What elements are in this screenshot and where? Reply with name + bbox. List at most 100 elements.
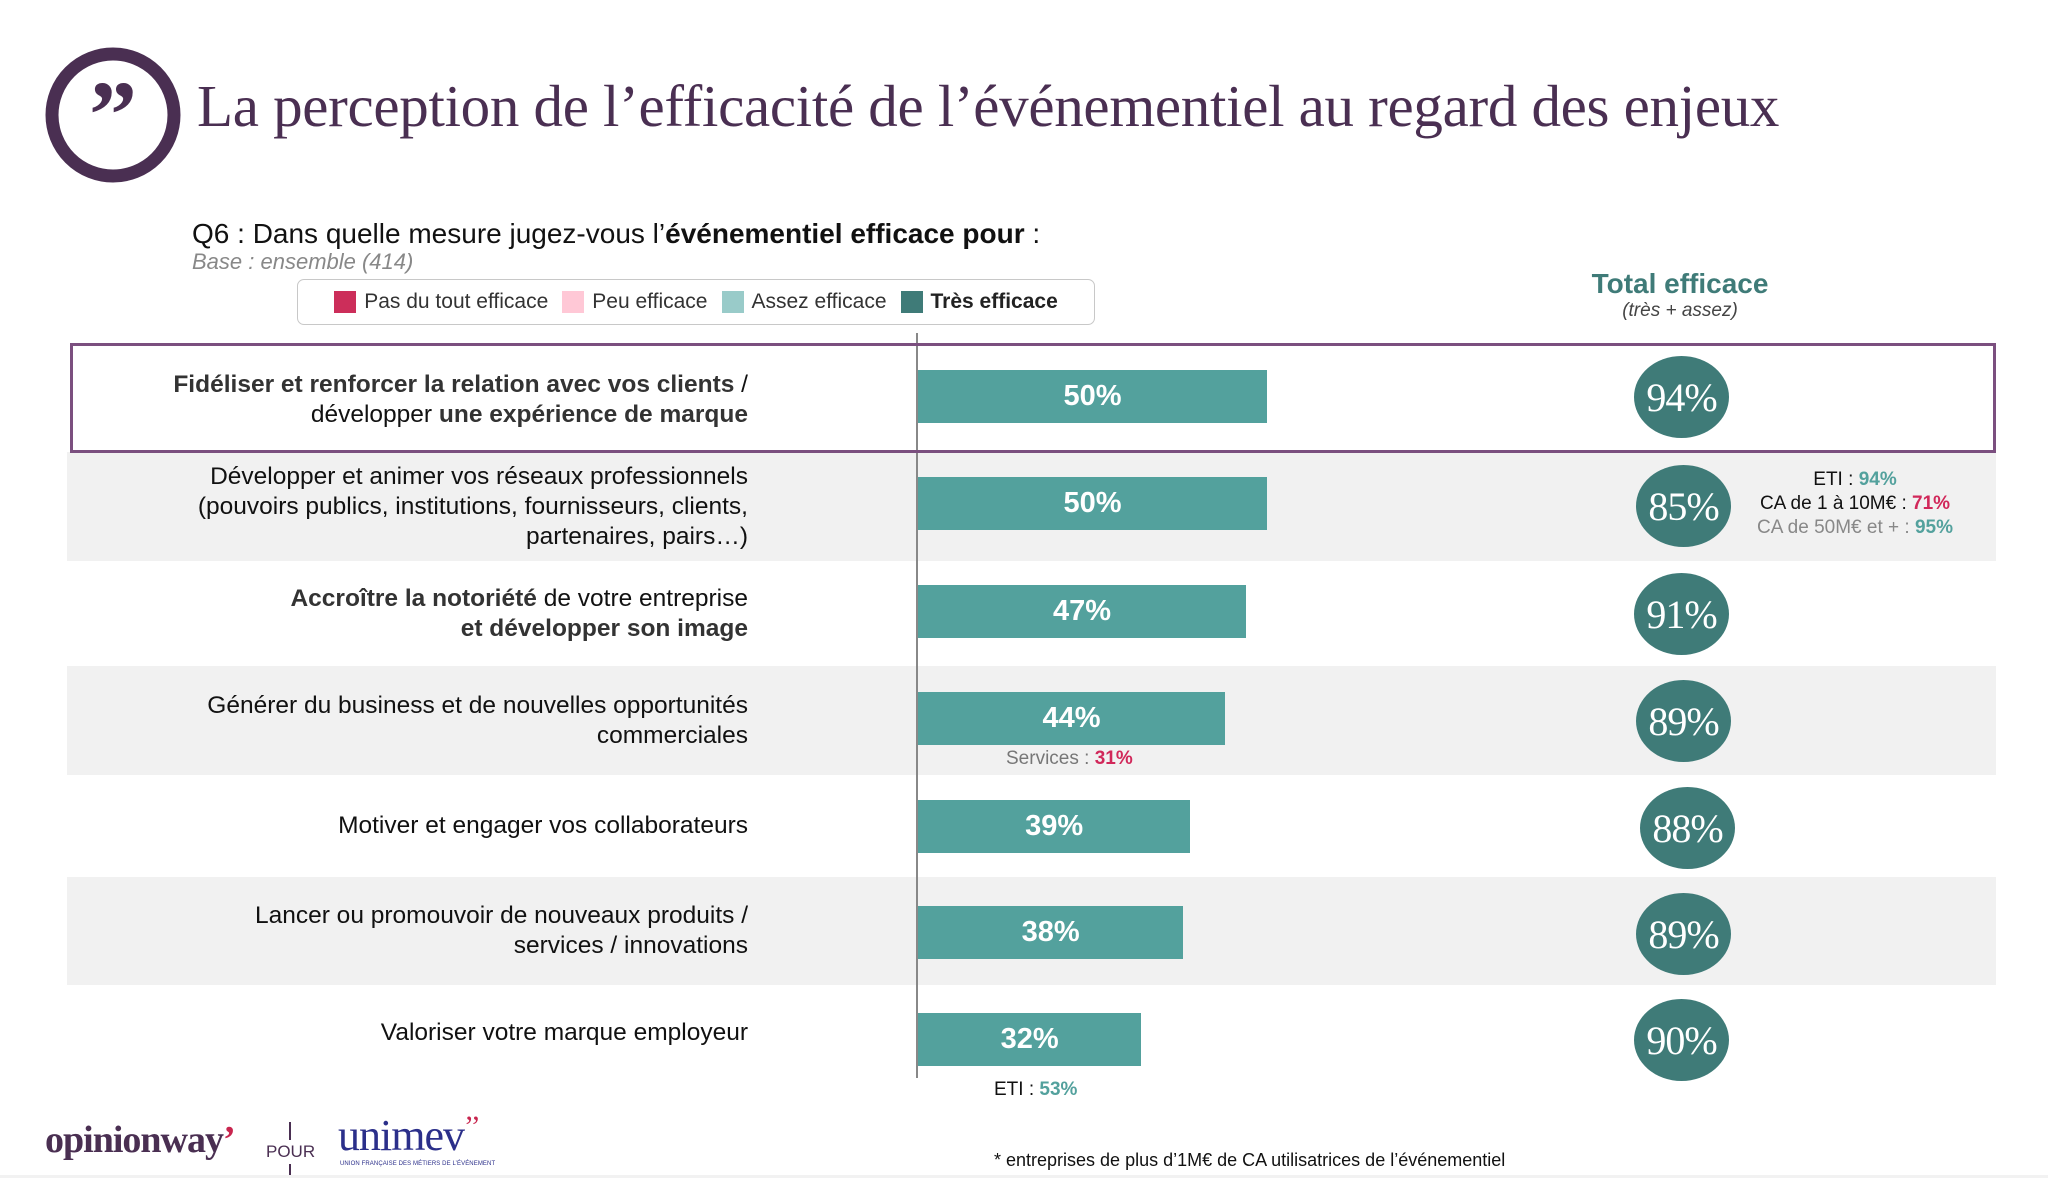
note-label: CA de 1 à 10M€ : bbox=[1759, 493, 1913, 514]
opinionway-logo: opinionway’ bbox=[45, 1118, 236, 1162]
total-efficace-circle: 88% bbox=[1640, 787, 1735, 869]
legend-label: Assez efficace bbox=[751, 290, 887, 313]
category-label-line: Fidéliser et renforcer la relation avec … bbox=[173, 370, 748, 400]
category-label-line: Lancer ou promouvoir de nouveaux produit… bbox=[255, 901, 748, 931]
bar-value-label: 32% bbox=[1000, 1023, 1059, 1055]
total-efficace-circle: 90% bbox=[1634, 999, 1729, 1081]
bar-value-label: 50% bbox=[1063, 487, 1122, 519]
label-segment: (pouvoirs publics, institutions, fournis… bbox=[197, 492, 748, 520]
category-label: Fidéliser et renforcer la relation avec … bbox=[173, 370, 748, 430]
label-segment: / bbox=[734, 370, 748, 398]
note-value: 95% bbox=[1914, 517, 1953, 538]
bar-value-label: 44% bbox=[1042, 702, 1101, 734]
question-suffix: : bbox=[1024, 218, 1041, 249]
total-header: Total efficace (très + assez) bbox=[1560, 268, 1800, 322]
bar-value-label: 50% bbox=[1063, 380, 1122, 412]
footnote: * entreprises de plus d’1M€ de CA utilis… bbox=[994, 1150, 1506, 1170]
legend-swatch bbox=[562, 291, 585, 313]
label-segment: de votre entreprise bbox=[536, 584, 748, 612]
label-segment: Développer et animer vos réseaux profess… bbox=[210, 462, 748, 490]
bar-tres-efficace: 50% bbox=[918, 370, 1267, 423]
total-value-label: 91% bbox=[1646, 591, 1717, 637]
label-bold-segment: Fidéliser et renforcer la relation avec … bbox=[173, 370, 735, 398]
base-note: Base : ensemble (414) bbox=[192, 249, 414, 274]
note-value: 31% bbox=[1094, 748, 1133, 769]
row2-subgroup-notes: ETI : 94% CA de 1 à 10M€ : 71% CA de 50M… bbox=[1735, 468, 1975, 540]
legend-swatch bbox=[900, 291, 923, 313]
category-label-line: services / innovations bbox=[255, 931, 748, 961]
category-label: Valoriser votre marque employeur bbox=[381, 1018, 748, 1048]
subgroup-note-ca-50: CA de 50M€ et + : 95% bbox=[1735, 516, 1975, 540]
category-label-line: Accroître la notoriété de votre entrepri… bbox=[290, 584, 748, 614]
total-header-subtitle: (très + assez) bbox=[1622, 300, 1738, 321]
category-label: Développer et animer vos réseaux profess… bbox=[198, 462, 748, 552]
category-label: Motiver et engager vos collaborateurs bbox=[338, 811, 748, 841]
note-value: 94% bbox=[1858, 469, 1897, 490]
bar-tres-efficace: 32% bbox=[918, 1013, 1142, 1066]
bar-value-label: 39% bbox=[1025, 810, 1084, 842]
unimev-logo: unimev’’ bbox=[338, 1110, 481, 1161]
note-value: 53% bbox=[1039, 1079, 1078, 1100]
label-segment: Générer du business et de nouvelles oppo… bbox=[207, 691, 748, 719]
label-segment: partenaires, pairs…) bbox=[526, 522, 748, 550]
highlight-box bbox=[70, 343, 1996, 453]
bar-value-label: 38% bbox=[1021, 916, 1080, 948]
bar-tres-efficace: 50% bbox=[918, 477, 1267, 530]
label-segment: Valoriser votre marque employeur bbox=[380, 1018, 748, 1046]
total-header-title: Total efficace bbox=[1591, 268, 1769, 299]
total-value-label: 89% bbox=[1648, 911, 1719, 957]
legend-item: Pas du tout efficace bbox=[334, 290, 548, 314]
page-title: La perception de l’efficacité de l’événe… bbox=[197, 73, 1780, 139]
total-efficace-circle: 91% bbox=[1634, 573, 1729, 655]
label-bold-segment: une expérience de marque bbox=[438, 400, 748, 428]
eti-note: ETI : 53% bbox=[994, 1079, 1077, 1101]
question-text: Q6 : Dans quelle mesure jugez-vous l’évé… bbox=[192, 218, 1040, 250]
total-efficace-circle: 89% bbox=[1636, 680, 1731, 762]
legend-label: Pas du tout efficace bbox=[364, 290, 549, 313]
bar-tres-efficace: 44% bbox=[918, 692, 1226, 745]
chart-axis-line bbox=[916, 333, 918, 1078]
category-label-line: et développer son image bbox=[290, 614, 748, 644]
opinionway-logo-text: opinionway bbox=[45, 1119, 224, 1161]
unimev-tagline: UNION FRANÇAISE DES MÉTIERS DE L’ÉVÉNEME… bbox=[340, 1161, 496, 1167]
quote-icon: ” bbox=[45, 47, 181, 183]
bar-value-label: 47% bbox=[1053, 595, 1112, 627]
legend-item: Peu efficace bbox=[562, 290, 708, 314]
footer-connector: POUR bbox=[266, 1140, 316, 1164]
bar-tres-efficace: 38% bbox=[918, 906, 1184, 959]
legend-label: Peu efficace bbox=[592, 290, 708, 313]
category-label-line: (pouvoirs publics, institutions, fournis… bbox=[198, 492, 748, 522]
category-label: Accroître la notoriété de votre entrepri… bbox=[290, 584, 748, 644]
label-segment: Lancer ou promouvoir de nouveaux produit… bbox=[254, 902, 748, 929]
total-value-label: 94% bbox=[1646, 374, 1717, 420]
subgroup-note-ca-1-10: CA de 1 à 10M€ : 71% bbox=[1735, 492, 1975, 516]
legend-label: Très efficace bbox=[930, 290, 1058, 313]
label-segment: Motiver et engager vos collaborateurs bbox=[338, 812, 748, 839]
category-label-line: partenaires, pairs…) bbox=[198, 522, 748, 552]
note-label: CA de 50M€ et + : bbox=[1757, 517, 1915, 538]
label-bold-segment: Accroître la notoriété bbox=[290, 584, 537, 612]
category-label-line: commerciales bbox=[207, 721, 748, 751]
category-label-line: développer une expérience de marque bbox=[173, 400, 748, 430]
bar-tres-efficace: 39% bbox=[918, 800, 1191, 853]
category-label: Générer du business et de nouvelles oppo… bbox=[207, 691, 748, 751]
question-bold: événementiel efficace pour bbox=[665, 218, 1025, 249]
bar-tres-efficace: 47% bbox=[918, 585, 1247, 638]
opinionway-logo-mark: ’ bbox=[222, 1119, 236, 1161]
total-value-label: 90% bbox=[1646, 1017, 1717, 1063]
category-label-line: Développer et animer vos réseaux profess… bbox=[198, 462, 748, 492]
legend-swatch bbox=[721, 291, 744, 313]
note-value: 71% bbox=[1912, 493, 1951, 514]
legend-swatch bbox=[334, 291, 357, 313]
unimev-logo-text: unimev bbox=[338, 1111, 465, 1160]
label-bold-segment: et développer son image bbox=[460, 614, 748, 642]
subgroup-note-eti: ETI : 94% bbox=[1735, 468, 1975, 492]
label-segment: services / innovations bbox=[513, 932, 748, 959]
note-label: ETI : bbox=[994, 1079, 1040, 1100]
services-note: Services : 31% bbox=[1006, 748, 1133, 770]
legend-item: Très efficace bbox=[900, 290, 1058, 314]
bottom-divider bbox=[0, 1175, 2048, 1178]
category-label-line: Motiver et engager vos collaborateurs bbox=[338, 811, 748, 841]
chart-legend: Pas du tout efficace Peu efficace Assez ef… bbox=[297, 279, 1095, 325]
total-value-label: 89% bbox=[1648, 698, 1719, 744]
